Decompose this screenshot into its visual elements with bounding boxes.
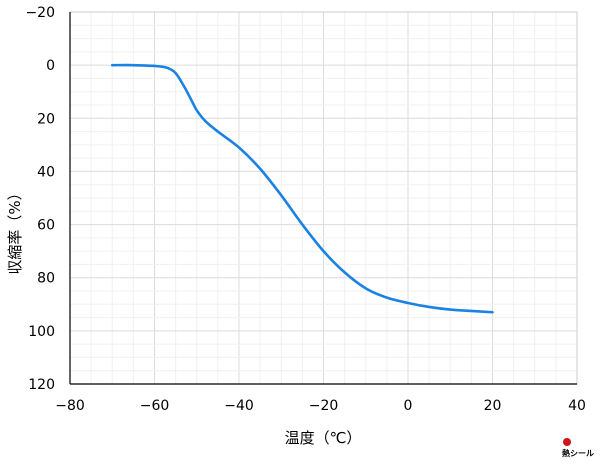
y-tick-label: 80 xyxy=(37,271,55,287)
axis-ticks: −80 −60 −40 −20 0 20 40 −20 0 20 40 60 80 100 120 xyxy=(25,5,585,414)
y-tick-label: 60 xyxy=(37,218,55,234)
x-axis-title: 温度（℃） xyxy=(285,429,362,447)
x-tick-label: 40 xyxy=(568,398,586,414)
logo-mark xyxy=(563,438,571,446)
x-tick-label: −80 xyxy=(55,398,85,414)
chart-grid xyxy=(70,12,577,384)
y-tick-label: 40 xyxy=(37,164,55,180)
x-tick-label: −40 xyxy=(224,398,254,414)
y-axis-title: 収縮率（%） xyxy=(6,185,24,274)
brand-logo: 熱シール xyxy=(562,438,594,458)
x-tick-label: 0 xyxy=(404,398,413,414)
y-tick-label: −20 xyxy=(25,5,55,21)
series-layer xyxy=(110,63,494,314)
x-tick-label: 20 xyxy=(484,398,502,414)
y-tick-label: 20 xyxy=(37,111,55,127)
series-line-0 xyxy=(110,63,494,314)
y-tick-label: 100 xyxy=(28,324,55,340)
y-tick-label: 120 xyxy=(28,377,55,393)
y-tick-label: 0 xyxy=(46,58,55,74)
x-tick-label: −60 xyxy=(140,398,170,414)
x-tick-label: −20 xyxy=(309,398,339,414)
logo-text: 熱シール xyxy=(562,448,594,458)
